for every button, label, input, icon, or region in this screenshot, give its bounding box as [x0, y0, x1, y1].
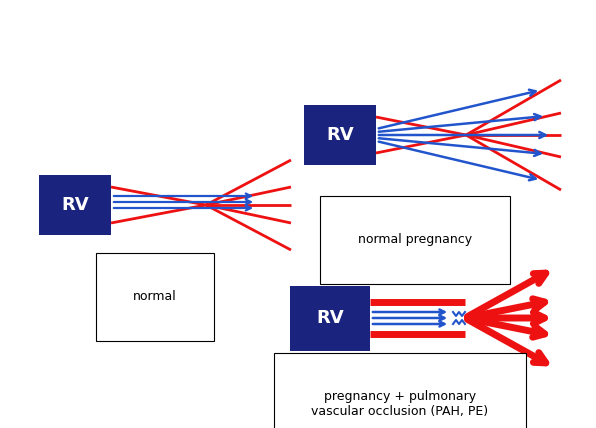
- Text: RV: RV: [326, 126, 354, 144]
- FancyBboxPatch shape: [39, 175, 111, 235]
- Text: RV: RV: [61, 196, 89, 214]
- Text: RV: RV: [316, 309, 344, 327]
- Text: normal pregnancy: normal pregnancy: [358, 233, 472, 246]
- Text: normal: normal: [133, 290, 177, 303]
- FancyBboxPatch shape: [290, 285, 370, 351]
- Text: pregnancy + pulmonary
vascular occlusion (PAH, PE): pregnancy + pulmonary vascular occlusion…: [312, 390, 489, 418]
- FancyBboxPatch shape: [304, 105, 376, 165]
